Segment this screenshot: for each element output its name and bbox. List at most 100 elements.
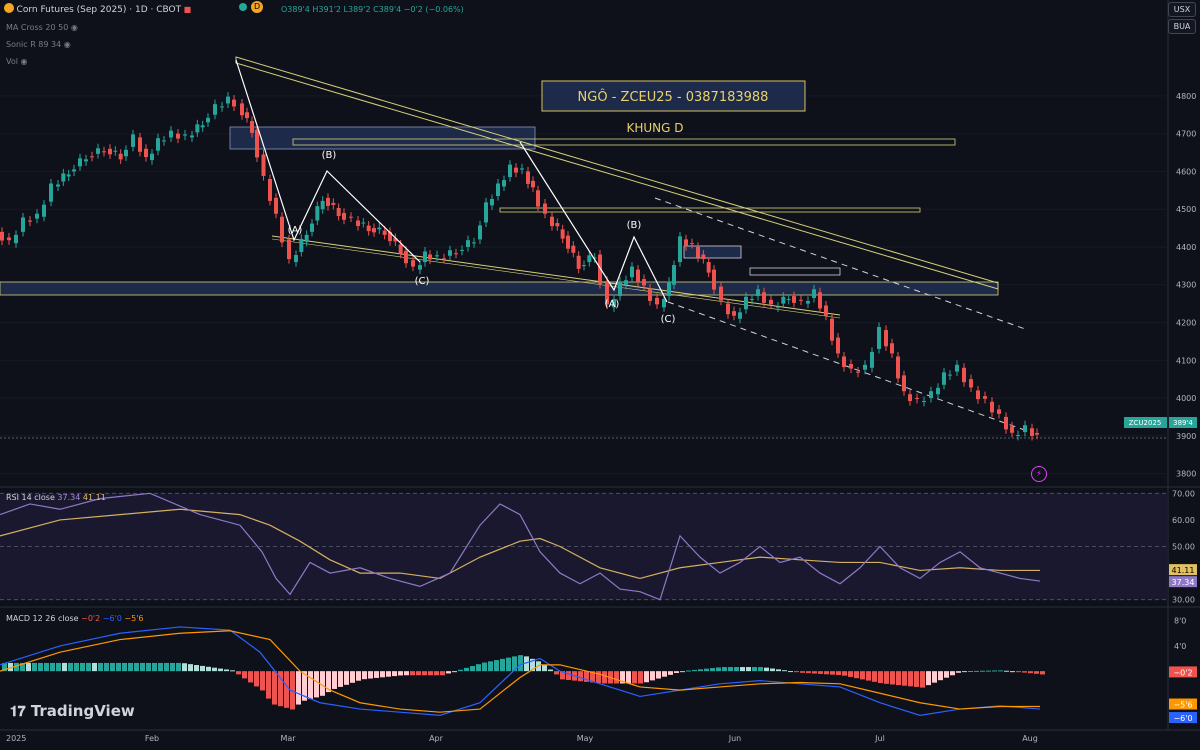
macd-legend[interactable]: MACD 12 26 close −0'2 −6'0 −5'6 <box>6 614 144 623</box>
candle-body <box>162 140 166 142</box>
macd-histogram-bar <box>104 662 109 672</box>
time-tick-label: 2025 <box>6 734 26 743</box>
price-tick-label: 3800 <box>1176 470 1196 479</box>
macd-histogram-bar <box>26 662 31 672</box>
macd-histogram-bar <box>296 671 301 705</box>
macd-histogram-bar <box>476 664 481 672</box>
macd-tick-label: 8'0 <box>1174 617 1186 626</box>
candle-body <box>781 296 786 304</box>
candle-body <box>84 159 88 162</box>
candle-body <box>448 250 452 256</box>
macd-histogram-bar <box>1016 671 1021 673</box>
symbol-title[interactable]: Corn Futures (Sep 2025) · 1D · CBOT <box>16 5 182 15</box>
candle-body <box>630 266 634 278</box>
macd-histogram-bar <box>158 662 163 672</box>
last-price-tag-text: 389'4 <box>1173 419 1193 427</box>
macd-histogram-bar <box>944 671 949 678</box>
candle-body <box>696 246 700 258</box>
candle-body <box>990 401 994 413</box>
candle-body <box>131 134 135 147</box>
close-icon[interactable]: ■ <box>183 5 192 14</box>
macd-tick-label: 4'0 <box>1174 642 1186 651</box>
macd-histogram-bar <box>950 671 955 676</box>
buy-button[interactable]: BUA <box>1168 19 1196 34</box>
macd-histogram-bar <box>992 670 997 672</box>
rsi-legend[interactable]: RSI 14 close 37.34 41.11 <box>6 493 106 502</box>
macd-histogram-bar <box>14 662 19 672</box>
macd-histogram-bar <box>98 662 103 672</box>
macd-histogram-bar <box>674 671 679 674</box>
candle-body <box>712 269 716 290</box>
candle-body <box>598 254 602 284</box>
candle-body <box>744 296 748 310</box>
macd-histogram-bar <box>182 663 187 672</box>
macd-histogram-bar <box>632 671 637 684</box>
indicator-sonic-r[interactable]: Sonic R 89 34 ◉ <box>6 40 71 49</box>
macd-histogram-bar <box>176 662 181 672</box>
candle-body <box>176 133 180 139</box>
macd-line <box>0 626 1041 716</box>
eye-icon[interactable]: ◉ <box>20 57 28 66</box>
macd-histogram-bar <box>188 664 193 672</box>
rsi-tag-text: 37.34 <box>1172 578 1195 587</box>
ohlc-open: O389'4 <box>281 5 310 14</box>
macd-histogram-bar <box>884 671 889 684</box>
rsi-tick-label: 60.00 <box>1172 516 1195 525</box>
wave-label: (C) <box>661 314 676 325</box>
eye-icon[interactable]: ◉ <box>70 23 78 32</box>
candle-body <box>304 234 309 242</box>
macd-histogram-bar <box>800 671 805 673</box>
macd-histogram-bar <box>278 671 283 707</box>
currency-button[interactable]: USX <box>1168 2 1196 17</box>
macd-histogram-bar <box>368 671 373 679</box>
macd-histogram-bar <box>428 671 433 676</box>
candle-body <box>442 258 446 260</box>
candle-body <box>555 223 560 227</box>
indicator-vol[interactable]: Vol ◉ <box>6 57 28 66</box>
macd-histogram-bar <box>410 671 415 676</box>
macd-histogram-bar <box>602 671 607 684</box>
macd-histogram-bar <box>686 670 691 672</box>
candle-body <box>56 184 60 187</box>
candle-body <box>812 289 816 298</box>
macd-histogram-bar <box>242 671 247 679</box>
macd-histogram-bar <box>422 671 427 676</box>
candle-body <box>836 337 840 354</box>
macd-histogram-bar <box>926 671 931 686</box>
macd-histogram-bar <box>788 671 793 673</box>
macd-histogram-bar <box>548 669 553 672</box>
candle-body <box>942 372 946 385</box>
candle-body <box>274 197 278 214</box>
candle-body <box>582 265 586 267</box>
candle-body <box>150 153 154 161</box>
candle-body <box>738 312 742 319</box>
candle-body <box>884 330 888 347</box>
alert-icon[interactable]: ⚡ <box>1031 466 1047 482</box>
symbol-header[interactable]: Corn Futures (Sep 2025) · 1D · CBOT ■ <box>4 3 191 15</box>
candle-body <box>361 222 366 224</box>
time-tick-label: Aug <box>1022 734 1038 743</box>
eye-icon[interactable]: ◉ <box>63 40 71 49</box>
candle-body <box>108 148 112 155</box>
candle-body <box>72 169 76 172</box>
macd-histogram-bar <box>200 665 205 672</box>
wave-label: (C) <box>415 276 430 287</box>
macd-histogram-bar <box>506 657 511 672</box>
macd-histogram-bar <box>290 671 295 710</box>
macd-histogram-bar <box>482 662 487 672</box>
small-zone <box>683 245 742 259</box>
candle-body <box>393 238 398 242</box>
candle-body <box>315 206 320 221</box>
macd-histogram-bar <box>470 666 475 672</box>
candle-body <box>220 106 224 108</box>
price-tick-label: 4500 <box>1176 205 1196 214</box>
candle-body <box>42 204 46 217</box>
rsi-tick-label: 30.00 <box>1172 596 1195 605</box>
macd-histogram-bar <box>92 662 97 672</box>
candle-body <box>655 297 659 305</box>
indicator-ma-cross[interactable]: MA Cross 20 50 ◉ <box>6 23 78 32</box>
macd-histogram-bar <box>440 671 445 676</box>
candle-body <box>896 356 900 379</box>
